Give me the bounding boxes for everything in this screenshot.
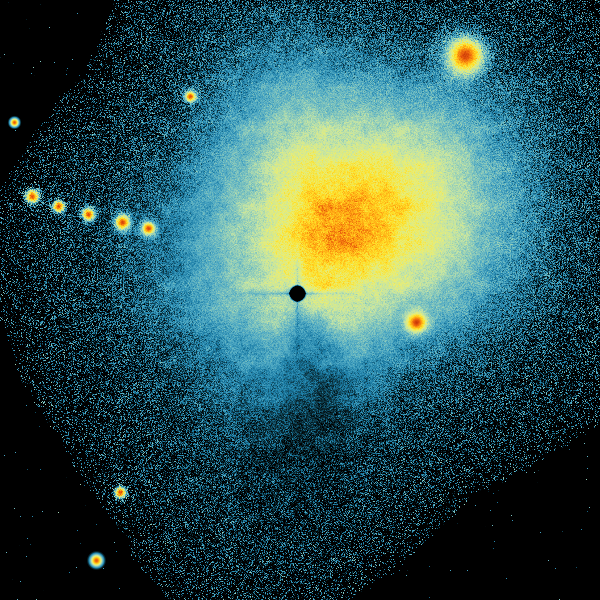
astronomical-image-viewer — [0, 0, 600, 600]
sky-map-canvas — [0, 0, 600, 600]
